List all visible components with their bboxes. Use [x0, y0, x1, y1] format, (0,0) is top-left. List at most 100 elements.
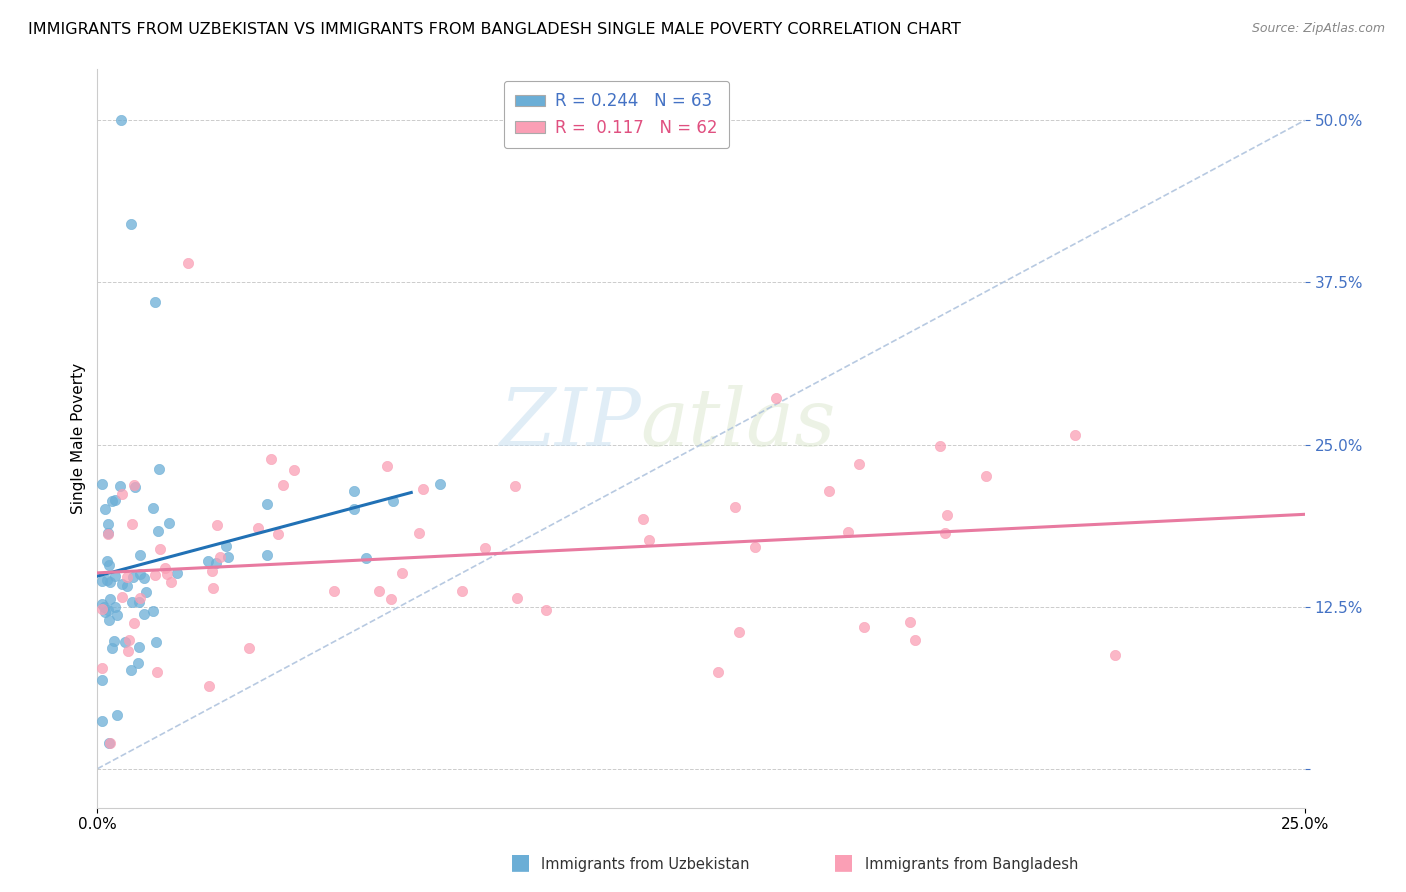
Point [98, 574, 121, 589]
Point [707, 665, 730, 679]
Point [114, 635, 136, 649]
Point [120, 663, 142, 677]
Point [214, 539, 236, 553]
Point [148, 524, 170, 538]
Point [848, 457, 870, 471]
Point [104, 568, 127, 582]
Point [247, 521, 270, 535]
Point [122, 478, 145, 492]
Point [93, 605, 115, 619]
Point [111, 590, 134, 604]
Point [121, 595, 143, 609]
Point [105, 607, 128, 622]
Point [837, 524, 859, 539]
Point [201, 564, 224, 578]
Point [1104, 648, 1126, 662]
Point [105, 708, 128, 723]
Point [256, 497, 278, 511]
Point [343, 501, 366, 516]
Point [904, 632, 927, 647]
Point [474, 541, 496, 556]
Point [111, 577, 134, 591]
Point [118, 633, 141, 648]
Point [97, 525, 120, 540]
Point [146, 665, 169, 680]
Point [143, 567, 166, 582]
Point [208, 550, 231, 565]
Point [121, 569, 143, 583]
Point [97, 603, 120, 617]
Point [343, 484, 366, 499]
Point [637, 533, 659, 547]
Point [323, 584, 346, 599]
Point [391, 566, 413, 580]
Point [148, 462, 170, 476]
Point [765, 391, 787, 405]
Point [271, 477, 294, 491]
Point [132, 571, 155, 585]
Text: atlas: atlas [641, 384, 837, 462]
Point [124, 480, 146, 494]
Point [723, 500, 745, 514]
Point [101, 640, 124, 655]
Point [429, 476, 451, 491]
Point [129, 548, 152, 562]
Point [381, 494, 404, 508]
Point [132, 607, 155, 622]
Point [156, 567, 179, 582]
Text: IMMIGRANTS FROM UZBEKISTAN VS IMMIGRANTS FROM BANGLADESH SINGLE MALE POVERTY COR: IMMIGRANTS FROM UZBEKISTAN VS IMMIGRANTS… [28, 22, 960, 37]
Point [380, 592, 402, 607]
Point [98, 736, 121, 750]
Point [111, 486, 134, 500]
Point [202, 581, 225, 595]
Point [91, 574, 114, 589]
Point [129, 567, 152, 582]
Point [94, 501, 117, 516]
Point [98, 736, 121, 750]
Point [818, 483, 841, 498]
Point [451, 584, 474, 599]
Point [97, 526, 120, 541]
Point [936, 508, 959, 522]
Text: ZIP: ZIP [499, 384, 641, 462]
Point [110, 113, 132, 128]
Point [744, 540, 766, 554]
Point [217, 549, 239, 564]
Text: Immigrants from Bangladesh: Immigrants from Bangladesh [865, 857, 1078, 872]
Point [367, 583, 389, 598]
Point [121, 517, 143, 532]
Point [142, 604, 165, 618]
Text: ■: ■ [834, 853, 853, 872]
Point [91, 661, 114, 675]
Point [412, 482, 434, 496]
Point [898, 615, 921, 629]
Point [256, 548, 278, 562]
Point [120, 217, 142, 231]
Point [91, 714, 114, 728]
Point [534, 603, 557, 617]
Point [122, 616, 145, 631]
Point [101, 493, 124, 508]
Point [108, 479, 131, 493]
Point [198, 679, 221, 693]
Point [205, 518, 228, 533]
Point [177, 256, 200, 270]
Point [934, 525, 956, 540]
Point [143, 294, 166, 309]
Point [135, 584, 157, 599]
Point [96, 554, 118, 568]
Point [91, 597, 114, 611]
Point [104, 492, 127, 507]
Point [149, 542, 172, 557]
Point [97, 516, 120, 531]
Point [238, 641, 260, 656]
Point [356, 551, 378, 566]
Point [97, 613, 120, 627]
Text: Source: ZipAtlas.com: Source: ZipAtlas.com [1251, 22, 1385, 36]
Point [853, 620, 876, 634]
Point [103, 599, 125, 614]
Point [128, 595, 150, 609]
Point [128, 591, 150, 605]
Point [98, 558, 121, 573]
Y-axis label: Single Male Poverty: Single Male Poverty [72, 362, 86, 514]
